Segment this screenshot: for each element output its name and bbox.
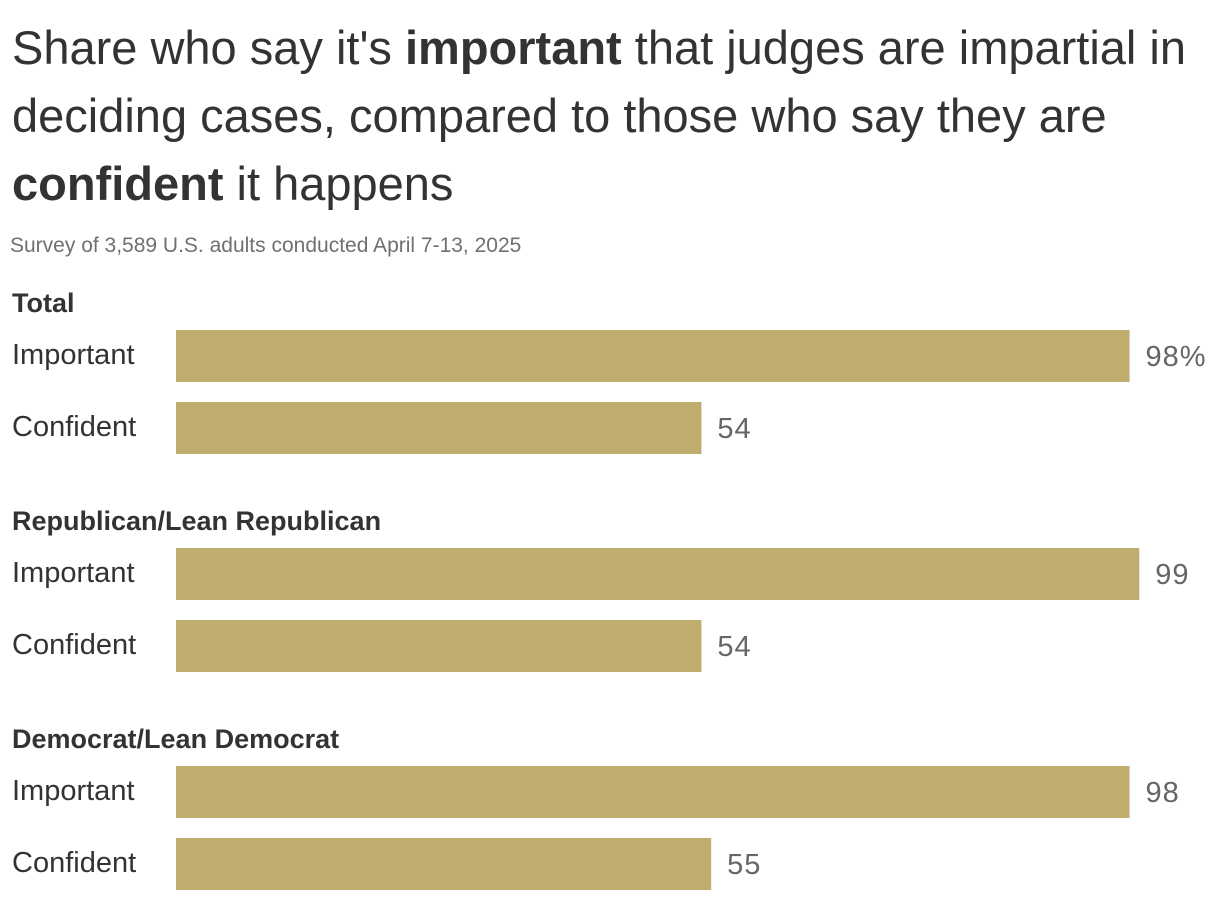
- group-label: Democrat/Lean Democrat: [12, 724, 339, 754]
- bar: [176, 330, 1130, 382]
- bar-category-label: Confident: [12, 847, 136, 879]
- group-label: Republican/Lean Republican: [12, 506, 381, 536]
- bar: [176, 766, 1130, 818]
- chart-title-part: confident: [12, 157, 224, 210]
- bar-value-label: 99: [1155, 559, 1189, 591]
- chart-title: Share who say it's important that judges…: [12, 14, 1192, 218]
- chart-subtitle: Survey of 3,589 U.S. adults conducted Ap…: [10, 234, 522, 257]
- chart-title-part: important: [404, 21, 622, 74]
- chart-title-part: Share who say it's: [12, 21, 405, 74]
- bar-value-label: 98%: [1146, 341, 1207, 373]
- bar-value-label: 54: [717, 631, 751, 663]
- bar-value-label: 55: [727, 849, 761, 881]
- bar-value-label: 54: [717, 413, 751, 445]
- bar-category-label: Confident: [12, 629, 136, 661]
- bar: [176, 620, 702, 672]
- bar: [176, 402, 702, 454]
- bar-category-label: Important: [12, 775, 135, 807]
- bar: [176, 548, 1140, 600]
- bar-category-label: Important: [12, 339, 135, 371]
- chart-title-part: it happens: [223, 157, 454, 210]
- bar: [176, 838, 712, 890]
- group-label: Total: [12, 288, 75, 318]
- chart-title-part: that judges are impartial in deciding ca…: [12, 21, 1187, 142]
- bar-category-label: Important: [12, 557, 135, 589]
- bar-value-label: 98: [1146, 777, 1180, 809]
- bar-category-label: Confident: [12, 411, 136, 443]
